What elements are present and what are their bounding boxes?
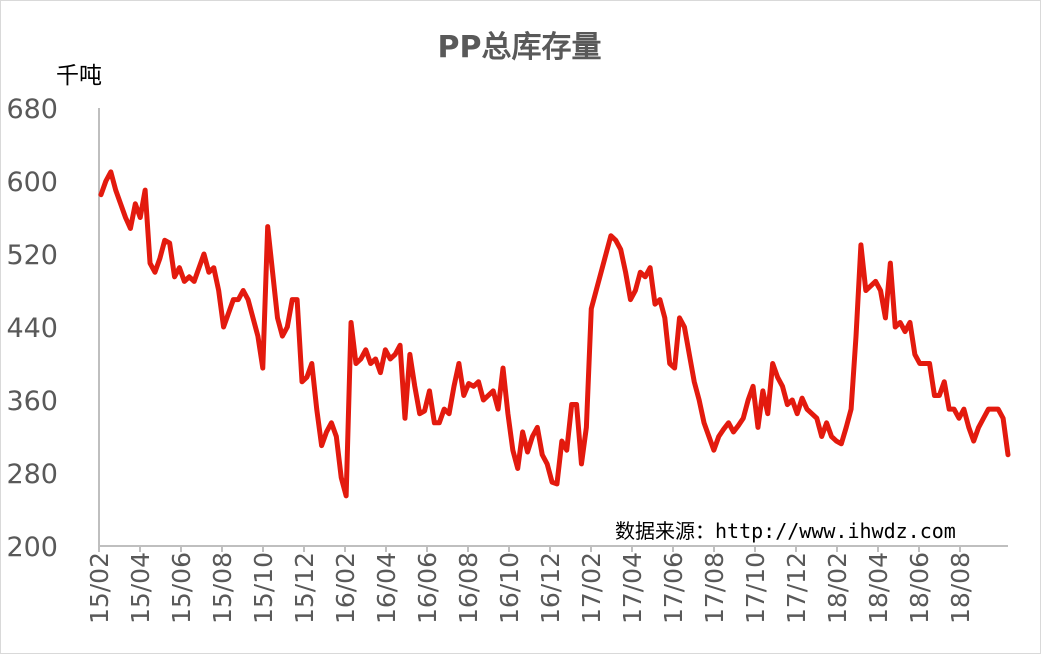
x-tick-label: 17/12 bbox=[782, 552, 811, 624]
chart-title: PP总库存量 bbox=[437, 30, 602, 65]
y-axis: 200 280 360 440 520 600 680 bbox=[6, 94, 100, 563]
y-tick-label: 360 bbox=[6, 386, 58, 417]
y-tick-label: 440 bbox=[6, 313, 58, 344]
x-tick-label: 17/08 bbox=[700, 552, 729, 624]
x-tick-label: 17/04 bbox=[618, 552, 647, 624]
x-tick-label: 16/02 bbox=[331, 552, 360, 624]
y-tick-label: 520 bbox=[6, 240, 58, 271]
x-tick-label: 16/04 bbox=[372, 552, 401, 624]
x-tick-label: 18/08 bbox=[946, 552, 975, 624]
x-tick-label: 16/12 bbox=[536, 552, 565, 624]
x-tick-label: 15/12 bbox=[290, 552, 319, 624]
y-tick-label: 280 bbox=[6, 459, 58, 490]
series-line-pp-inventory bbox=[98, 169, 1011, 499]
x-axis: 15/02 15/04 15/06 15/08 15/10 15/12 16/02 16/04… bbox=[85, 545, 1008, 624]
x-tick-label: 18/02 bbox=[823, 552, 852, 624]
x-tick-label: 17/06 bbox=[659, 552, 688, 624]
x-tick-label: 16/10 bbox=[495, 552, 524, 624]
x-tick-label: 15/08 bbox=[208, 552, 237, 624]
x-tick-label: 15/04 bbox=[126, 552, 155, 624]
x-tick-label: 17/10 bbox=[741, 552, 770, 624]
x-tick-label: 15/10 bbox=[249, 552, 278, 624]
x-tick-label: 15/06 bbox=[167, 552, 196, 624]
y-tick-label: 200 bbox=[6, 532, 58, 563]
y-tick-label: 600 bbox=[6, 167, 58, 198]
x-tick-label: 18/06 bbox=[905, 552, 934, 624]
x-tick-label: 17/02 bbox=[577, 552, 606, 624]
x-tick-label: 18/04 bbox=[864, 552, 893, 624]
x-tick-label: 16/06 bbox=[413, 552, 442, 624]
x-tick-label: 15/02 bbox=[85, 552, 114, 624]
x-tick-label: 16/08 bbox=[454, 552, 483, 624]
y-axis-unit-label: 千吨 bbox=[56, 63, 102, 89]
data-source-note: 数据来源：http://www.ihwdz.com bbox=[615, 519, 956, 543]
y-tick-label: 680 bbox=[6, 94, 58, 125]
